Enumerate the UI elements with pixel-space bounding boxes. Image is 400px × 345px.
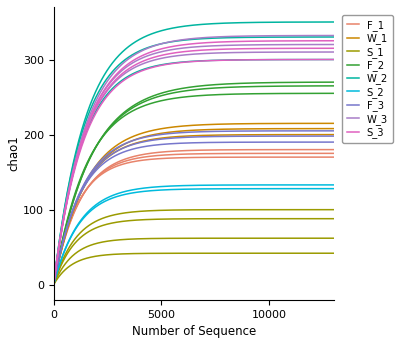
Legend: F_1, W_1, S_1, F_2, W_2, S_2, F_3, W_3, S_3: F_1, W_1, S_1, F_2, W_2, S_2, F_3, W_3, …: [342, 15, 393, 143]
Y-axis label: chao1: chao1: [7, 136, 20, 171]
X-axis label: Number of Sequence: Number of Sequence: [132, 325, 256, 338]
